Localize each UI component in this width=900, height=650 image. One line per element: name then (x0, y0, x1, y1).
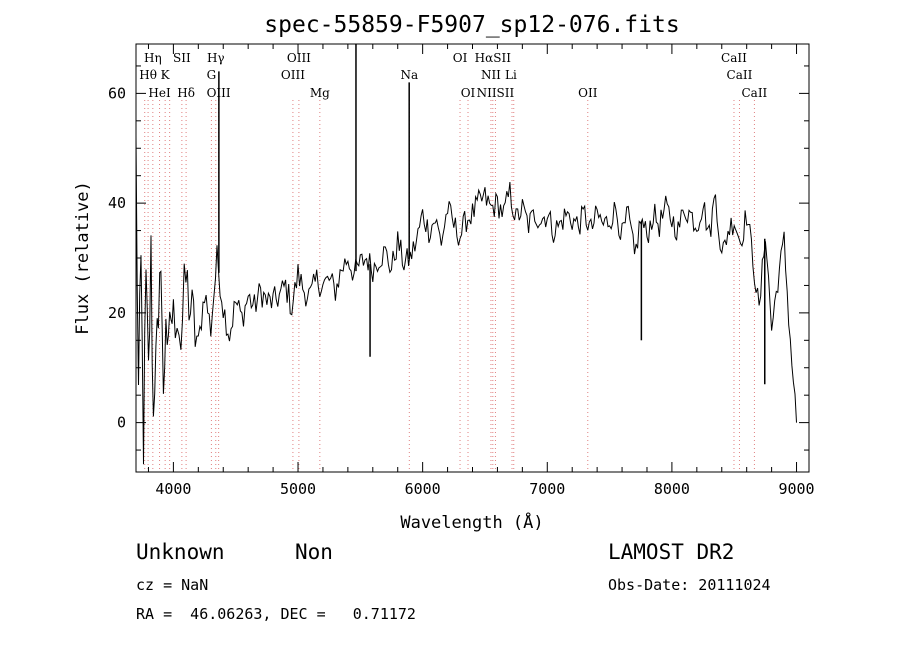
object-subclass: Non (295, 540, 333, 564)
marker-label: OIII (287, 51, 311, 65)
marker-label: SII (173, 51, 191, 65)
marker-label: OII (578, 86, 598, 100)
x-axis-label: Wavelength (Å) (400, 511, 543, 533)
marker-label: NII (481, 68, 501, 82)
spectrum-line (135, 136, 797, 465)
y-tick-label: 40 (108, 194, 126, 212)
coordinates: RA = 46.06263, DEC = 0.71172 (136, 605, 416, 623)
marker-label: CaII (727, 68, 753, 82)
marker-label: Mg (310, 86, 330, 100)
chart-title: spec-55859-F5907_sp12-076.fits (264, 12, 679, 38)
redshift-cz: cz = NaN (136, 576, 209, 594)
marker-label: NIISII (477, 86, 515, 100)
marker-label: OI (453, 51, 468, 65)
y-axis-label: Flux (relative) (73, 181, 93, 335)
x-tick-label: 8000 (654, 480, 690, 498)
x-tick-label: 5000 (280, 480, 316, 498)
x-tick-label: 7000 (529, 480, 565, 498)
marker-label: Hθ (139, 68, 157, 82)
object-class: Unknown (136, 540, 225, 564)
marker-label: HeI (148, 86, 171, 100)
marker-label: Hη (144, 51, 162, 65)
x-tick-label: 6000 (405, 480, 441, 498)
marker-label: K (161, 68, 171, 82)
survey-name: LAMOST DR2 (608, 540, 735, 564)
y-tick-label: 0 (117, 414, 126, 432)
x-tick-label: 4000 (155, 480, 191, 498)
line-markers: Hη SII Hγ OIII OI HαSII CaII Hθ K G OIII Na NII Li CaI… (139, 51, 768, 472)
marker-label: Li (505, 68, 517, 82)
marker-label: Hγ (207, 51, 225, 65)
y-tick-label: 20 (108, 304, 126, 322)
marker-label: CaII (741, 86, 767, 100)
marker-label: OI (461, 86, 476, 100)
marker-label: G (207, 68, 217, 82)
obs-date: Obs-Date: 20111024 (608, 576, 771, 594)
marker-label: HαSII (475, 51, 512, 65)
spikes (218, 44, 766, 385)
marker-label: Na (400, 68, 418, 82)
marker-label: Hδ (177, 86, 195, 100)
plot-frame (135, 43, 810, 473)
x-tick-label: 9000 (778, 480, 814, 498)
y-tick-label: 60 (108, 84, 126, 102)
marker-label: CaII (721, 51, 747, 65)
axes: 4000 5000 6000 7000 8000 9000 0 20 40 60 (108, 44, 815, 498)
marker-label: OIII (281, 68, 305, 82)
